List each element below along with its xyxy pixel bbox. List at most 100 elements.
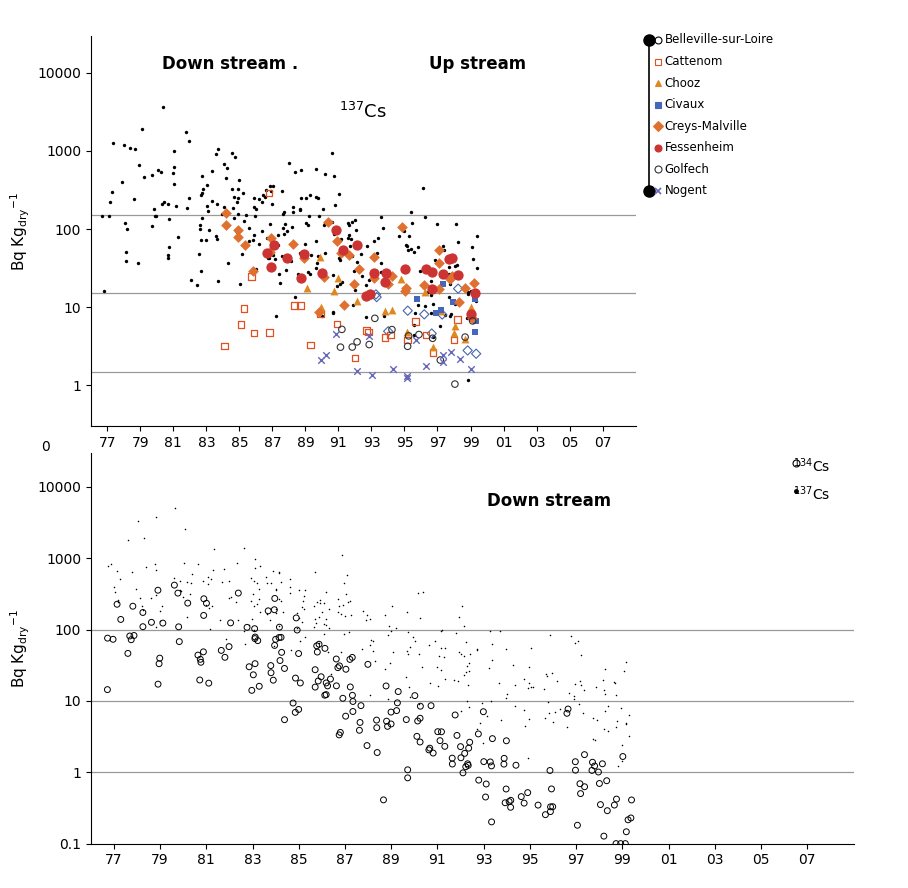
Point (310, 256, 324, 270)
Point (151, 163, 165, 177)
Point (332, 599, 347, 613)
Point (267, 238, 281, 252)
Point (521, 680, 536, 694)
Point (410, 291, 424, 305)
Point (271, 238, 285, 252)
Point (295, 600, 310, 614)
Point (144, 219, 159, 234)
Point (269, 601, 283, 615)
Point (386, 362, 400, 377)
Point (608, 836, 623, 851)
Point (272, 592, 287, 607)
Point (499, 733, 514, 748)
Point (340, 216, 355, 230)
Point (426, 329, 440, 344)
Point (268, 252, 282, 266)
Point (614, 836, 628, 851)
Point (195, 169, 210, 183)
Point (267, 638, 281, 653)
Point (162, 241, 176, 255)
Point (307, 565, 321, 579)
Point (263, 241, 278, 255)
Point (452, 352, 467, 366)
Point (485, 637, 499, 651)
Point (167, 578, 182, 592)
Point (303, 187, 318, 202)
Point (227, 189, 242, 203)
Point (222, 639, 236, 654)
Point (546, 799, 560, 813)
Point (431, 281, 446, 296)
Point (332, 659, 347, 673)
Point (416, 181, 430, 195)
Point (424, 274, 439, 288)
Point (338, 608, 352, 622)
Point (404, 205, 419, 219)
Point (246, 623, 261, 638)
Point (248, 561, 262, 575)
Point (273, 575, 288, 590)
Point (400, 606, 414, 620)
Point (237, 541, 252, 555)
Point (238, 238, 252, 252)
Point (400, 371, 414, 385)
Point (570, 634, 585, 648)
Point (431, 256, 446, 270)
Point (192, 673, 207, 687)
Point (483, 623, 498, 638)
Point (245, 612, 260, 626)
Point (450, 267, 465, 281)
Text: Golfech: Golfech (665, 163, 709, 176)
Point (514, 789, 528, 804)
Point (155, 616, 170, 630)
Point (327, 227, 341, 242)
Point (307, 599, 321, 613)
Point (263, 245, 278, 259)
Point (458, 649, 472, 663)
Point (199, 233, 213, 247)
Point (451, 281, 466, 296)
Point (410, 714, 425, 728)
Point (461, 373, 476, 387)
Point (520, 786, 535, 800)
Point (169, 199, 183, 213)
Point (448, 326, 462, 340)
Point (543, 805, 558, 819)
Point (214, 207, 229, 221)
Point (196, 591, 211, 606)
Point (263, 259, 278, 274)
Point (390, 695, 405, 710)
Point (356, 604, 370, 618)
Point (517, 702, 531, 717)
Point (564, 629, 578, 643)
Point (330, 678, 344, 693)
Point (469, 294, 484, 308)
Point (264, 232, 279, 246)
Point (308, 612, 322, 626)
Point (308, 234, 322, 248)
Point (438, 307, 452, 321)
Point (380, 266, 394, 281)
Point (252, 582, 267, 596)
Point (433, 733, 448, 748)
Point (459, 665, 474, 679)
Point (333, 645, 348, 659)
Point (235, 247, 250, 261)
Point (281, 252, 296, 266)
Point (319, 687, 333, 702)
Point (293, 634, 308, 648)
Point (470, 722, 485, 736)
Point (498, 782, 513, 797)
Point (274, 646, 289, 660)
Point (600, 699, 615, 713)
Point (539, 667, 554, 681)
Point (287, 290, 301, 305)
Point (425, 331, 439, 345)
Point (114, 613, 128, 627)
Point (117, 138, 132, 152)
Point (318, 217, 332, 231)
Point (453, 704, 468, 718)
Point (243, 571, 258, 585)
Point (384, 269, 399, 283)
Point (272, 620, 287, 634)
